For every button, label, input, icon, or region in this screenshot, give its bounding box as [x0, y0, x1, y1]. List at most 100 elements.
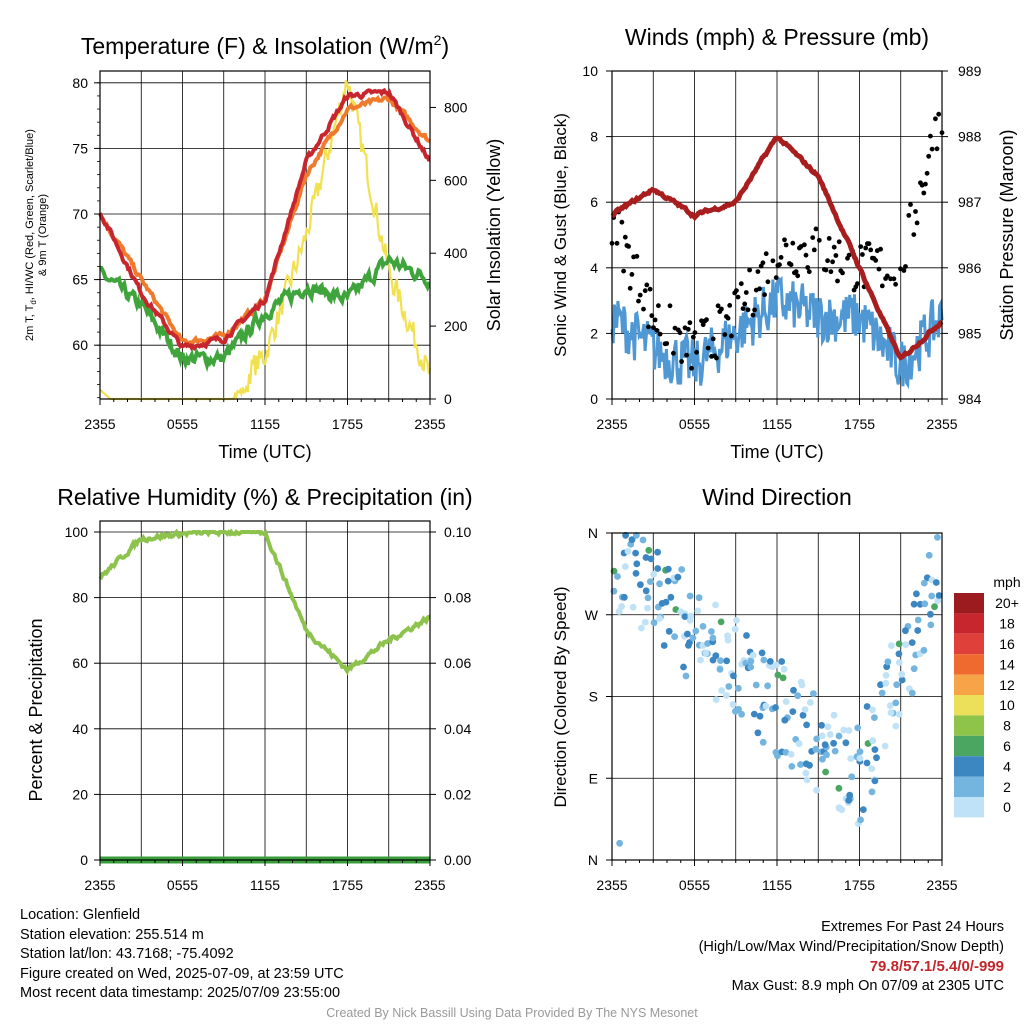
- colorbar-swatch: [954, 633, 984, 655]
- direction-point: [908, 639, 916, 646]
- direction-point: [717, 657, 724, 664]
- direction-point: [782, 698, 790, 705]
- direction-point: [892, 699, 900, 707]
- direction-point: [898, 670, 906, 678]
- gust-point: [667, 303, 673, 309]
- direction-point: [756, 712, 764, 720]
- direction-point: [856, 748, 864, 756]
- gust-point: [846, 252, 852, 258]
- direction-point: [803, 721, 810, 729]
- direction-point: [822, 768, 829, 776]
- gust-point: [715, 303, 721, 309]
- direction-point: [934, 534, 941, 541]
- dir-ytick-label: W: [585, 607, 599, 623]
- direction-point: [733, 617, 740, 624]
- wind-ytick-label: 0: [590, 391, 598, 407]
- direction-point: [743, 632, 750, 639]
- temp-y2tick-label: 200: [444, 318, 468, 334]
- direction-point: [812, 745, 820, 753]
- direction-point: [790, 686, 797, 694]
- gust-point: [933, 116, 938, 122]
- temp-xtick-label: 2355: [414, 416, 445, 432]
- wind-y2tick-label: 984: [958, 391, 982, 407]
- dir-ylabel: Direction (Colored By Speed): [551, 586, 570, 807]
- colorbar-label: 2: [1003, 779, 1011, 795]
- direction-point: [801, 706, 809, 713]
- wind-ytick-label: 4: [590, 260, 598, 276]
- gust-point: [810, 235, 816, 241]
- direction-point: [807, 699, 814, 706]
- rh-ytick-label: 60: [72, 655, 88, 671]
- direction-point: [731, 625, 739, 633]
- gust-point: [765, 279, 771, 285]
- direction-point: [660, 642, 668, 649]
- wind-ytick-label: 2: [590, 325, 598, 341]
- dir-ytick-label: N: [588, 852, 598, 868]
- gust-point: [783, 242, 789, 248]
- temp-y2tick-label: 800: [444, 99, 468, 115]
- direction-point: [766, 658, 774, 665]
- direction-point: [762, 702, 770, 710]
- max-gust-text: Max Gust: 8.9 mph On 07/09 at 2305 UTC: [731, 977, 1004, 994]
- gust-point: [816, 237, 822, 243]
- gust-point: [646, 324, 651, 330]
- direction-point: [859, 806, 867, 813]
- gust-point: [642, 288, 648, 294]
- direction-point: [878, 689, 886, 697]
- direction-point: [717, 618, 725, 626]
- gust-point: [700, 322, 706, 328]
- rh-y2tick-label: 0.04: [444, 721, 471, 737]
- gust-point: [802, 242, 807, 248]
- direction-point: [935, 592, 943, 599]
- wind-xtick-label: 1155: [762, 416, 792, 432]
- direction-point: [633, 560, 641, 568]
- direction-point: [798, 681, 806, 689]
- relative-humidity-line: [98, 528, 431, 676]
- direction-point: [821, 741, 829, 749]
- direction-point: [845, 727, 853, 734]
- direction-point: [868, 765, 876, 773]
- direction-point: [621, 563, 629, 570]
- dir-xtick-label: 2355: [596, 877, 627, 893]
- gust-point: [677, 330, 683, 336]
- temp-gridlines: [100, 71, 430, 399]
- wind-ytick-label: 10: [582, 63, 598, 79]
- gust-point: [740, 306, 746, 311]
- direction-point: [730, 672, 737, 680]
- gust-point: [651, 325, 656, 330]
- colorbar-label: 12: [999, 677, 1015, 693]
- direction-point: [747, 663, 755, 671]
- direction-point: [614, 573, 621, 580]
- rh-ytick-label: 40: [72, 721, 88, 737]
- colorbar-label: 4: [1003, 758, 1011, 774]
- direction-point: [892, 722, 900, 730]
- direction-point: [826, 731, 834, 738]
- gust-point: [782, 237, 787, 243]
- direction-point: [819, 755, 826, 763]
- colorbar-swatch: [954, 776, 984, 797]
- direction-point: [847, 755, 855, 762]
- rh-ytick-label: 0: [80, 852, 88, 868]
- sonic-wind-line: [610, 275, 944, 390]
- direction-point: [695, 594, 703, 602]
- direction-point: [835, 732, 843, 740]
- gust-point: [858, 244, 864, 250]
- temp-xtick-label: 0555: [167, 416, 198, 432]
- direction-point: [887, 709, 895, 717]
- direction-point: [824, 723, 832, 731]
- direction-point: [830, 711, 838, 719]
- direction-point: [632, 549, 639, 557]
- direction-point: [782, 749, 790, 756]
- gust-point: [725, 315, 731, 321]
- gust-point: [777, 262, 782, 268]
- gust-point: [855, 281, 860, 287]
- gust-point: [745, 307, 751, 313]
- direction-point: [749, 651, 757, 659]
- gust-point: [714, 355, 719, 361]
- direction-point: [920, 646, 928, 654]
- temp-xtick-label: 2355: [84, 416, 115, 432]
- direction-point: [724, 636, 732, 644]
- gust-point: [833, 253, 839, 258]
- gust-point: [629, 272, 635, 277]
- rh-x-ticks: 2355 0555 1155 1755 2355: [84, 860, 446, 893]
